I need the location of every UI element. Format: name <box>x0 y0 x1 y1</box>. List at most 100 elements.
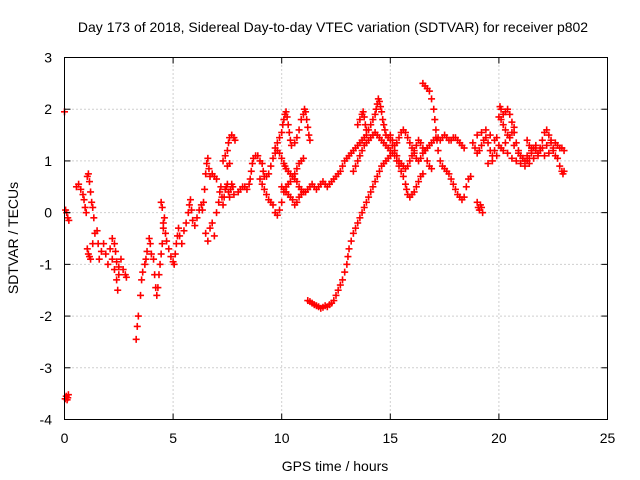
data-point <box>262 191 270 199</box>
x-tick-label: 5 <box>169 430 177 446</box>
data-point <box>406 157 414 165</box>
data-point <box>246 175 254 183</box>
data-point <box>219 201 227 209</box>
data-point <box>198 206 206 214</box>
data-point <box>210 232 218 240</box>
data-point <box>434 147 442 155</box>
data-point <box>554 154 562 162</box>
data-point <box>260 185 268 193</box>
data-point <box>523 136 531 144</box>
x-axis-label: GPS time / hours <box>282 458 389 474</box>
data-point <box>514 149 522 157</box>
data-point <box>525 160 533 168</box>
data-point <box>497 144 505 152</box>
data-point <box>161 229 169 237</box>
data-point <box>215 198 223 206</box>
data-point <box>558 144 566 152</box>
y-tick-label: 1 <box>44 153 52 169</box>
data-point <box>142 255 150 263</box>
data-point <box>286 178 294 186</box>
data-point <box>421 147 429 155</box>
data-point <box>64 391 72 399</box>
data-point <box>189 216 197 224</box>
data-point <box>247 167 255 175</box>
data-point <box>354 157 362 165</box>
data-point <box>362 126 370 134</box>
data-point <box>510 123 518 131</box>
data-point <box>527 144 535 152</box>
x-tick-label: 0 <box>61 430 69 446</box>
y-tick-label: -4 <box>40 412 53 428</box>
data-point <box>65 216 73 224</box>
data-point <box>87 188 95 196</box>
data-point <box>90 214 98 222</box>
data-point <box>391 152 399 160</box>
data-point <box>330 297 338 305</box>
data-point <box>180 227 188 235</box>
data-point <box>508 128 516 136</box>
data-point <box>523 152 531 160</box>
data-point <box>475 147 483 155</box>
data-point <box>504 149 512 157</box>
data-point <box>412 183 420 191</box>
data-point <box>141 260 149 268</box>
data-point <box>404 134 412 142</box>
data-point <box>380 121 388 129</box>
data-point <box>200 198 208 206</box>
data-point <box>84 170 92 178</box>
data-point <box>267 162 275 170</box>
data-point <box>97 247 105 255</box>
data-point <box>469 139 477 147</box>
data-point <box>352 224 360 232</box>
data-point <box>501 126 509 134</box>
data-point <box>213 175 221 183</box>
data-point <box>254 152 262 160</box>
data-point <box>521 162 529 170</box>
data-point <box>304 123 312 131</box>
data-point <box>85 178 93 186</box>
data-point <box>406 139 414 147</box>
data-point <box>445 170 453 178</box>
data-point <box>303 116 311 124</box>
data-point <box>493 152 501 160</box>
data-point <box>305 131 313 139</box>
data-point <box>191 222 199 230</box>
data-point <box>343 260 351 268</box>
data-point <box>185 201 193 209</box>
data-point <box>87 255 95 263</box>
data-point <box>467 172 475 180</box>
data-point <box>504 105 512 113</box>
data-point <box>158 240 166 248</box>
data-point <box>417 139 425 147</box>
data-point <box>204 237 212 245</box>
data-point <box>497 105 505 113</box>
data-point <box>248 160 256 168</box>
data-point <box>560 167 568 175</box>
data-point <box>138 276 146 284</box>
data-point <box>283 113 291 121</box>
data-point <box>299 188 307 196</box>
data-point <box>367 188 375 196</box>
data-point <box>133 322 141 330</box>
data-point <box>188 206 196 214</box>
data-point <box>431 116 439 124</box>
y-tick-label: -1 <box>40 256 53 272</box>
data-point <box>375 97 383 105</box>
data-point <box>541 152 549 160</box>
data-point <box>499 121 507 129</box>
data-point <box>419 170 427 178</box>
data-point <box>202 229 210 237</box>
data-point <box>393 139 401 147</box>
data-point <box>543 141 551 149</box>
data-point <box>336 281 344 289</box>
data-point <box>278 128 286 136</box>
data-point <box>451 185 459 193</box>
data-point <box>510 141 518 149</box>
data-point <box>365 193 373 201</box>
data-point <box>356 116 364 124</box>
data-point <box>293 178 301 186</box>
data-point <box>484 139 492 147</box>
data-point <box>285 128 293 136</box>
y-tick-label: 2 <box>44 101 52 117</box>
data-point <box>89 203 97 211</box>
